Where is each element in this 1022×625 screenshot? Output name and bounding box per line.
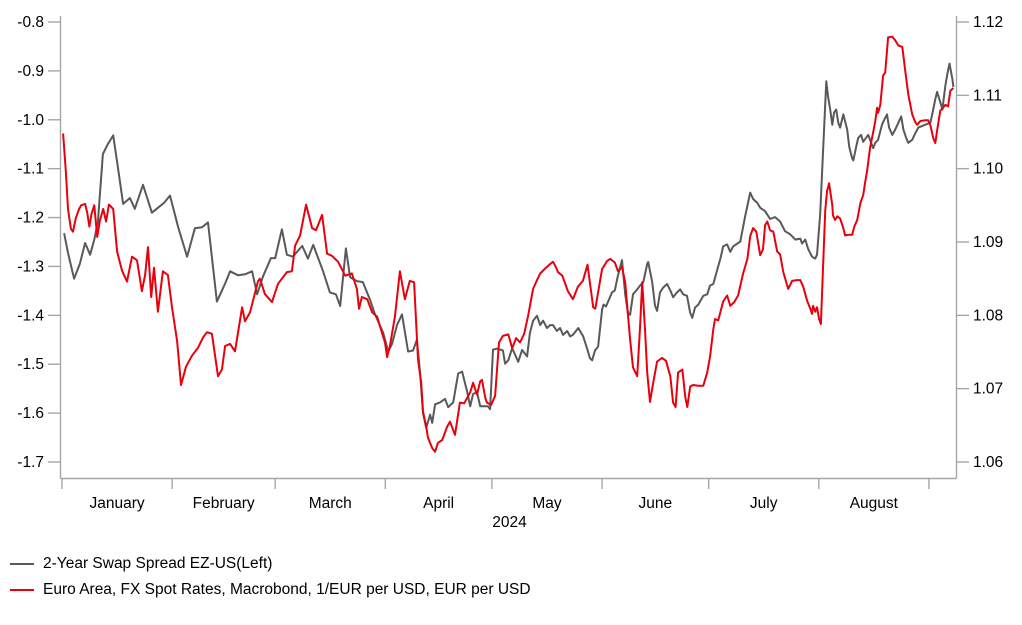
legend-item-spread: 2-Year Swap Spread EZ-US(Left) [10, 551, 531, 577]
month-label: March [309, 495, 352, 512]
month-label: August [850, 495, 899, 512]
spread-line [63, 62, 955, 429]
right-tick-label: 1.10 [973, 161, 1004, 178]
right-tick-label: 1.07 [973, 381, 1003, 398]
month-label: July [750, 495, 778, 512]
month-label: May [532, 495, 562, 512]
x-axis-year-label: 2024 [492, 514, 527, 531]
left-tick-label: -1.2 [17, 210, 44, 227]
plot-svg: -0.8 -0.9 -1.0 -1.1 -1.2 -1.3 -1.4 -1.5 -1.6 -1.7… [17, 14, 1004, 512]
left-tick-label: -1.5 [17, 356, 44, 373]
legend-item-fx: Euro Area, FX Spot Rates, Macrobond, 1/E… [10, 577, 531, 603]
right-tick-label: 1.09 [973, 234, 1003, 251]
left-tick-label: -0.9 [17, 63, 44, 80]
right-tick-label: 1.12 [973, 14, 1003, 31]
left-tick-label: -1.3 [17, 258, 44, 275]
month-label: June [639, 495, 673, 512]
right-tick-label: 1.11 [973, 87, 1002, 104]
legend-label-fx: Euro Area, FX Spot Rates, Macrobond, 1/E… [43, 581, 531, 598]
legend-label-spread: 2-Year Swap Spread EZ-US(Left) [43, 555, 273, 572]
right-tick-label: 1.06 [973, 454, 1003, 471]
right-tick-label: 1.08 [973, 307, 1003, 324]
month-label: April [423, 495, 454, 512]
left-tick-label: -1.1 [17, 161, 44, 178]
month-label: February [193, 495, 255, 512]
fx-line [62, 35, 955, 453]
fx-line-swatch [10, 589, 34, 591]
spread-line-swatch [10, 563, 34, 565]
month-label: January [89, 495, 144, 512]
legend: 2-Year Swap Spread EZ-US(Left) Euro Area… [10, 551, 531, 603]
left-tick-label: -1.4 [17, 307, 44, 324]
left-tick-label: -0.8 [17, 14, 44, 31]
left-tick-label: -1.6 [17, 405, 44, 422]
left-tick-label: -1.0 [17, 112, 44, 129]
left-tick-label: -1.7 [17, 454, 44, 471]
